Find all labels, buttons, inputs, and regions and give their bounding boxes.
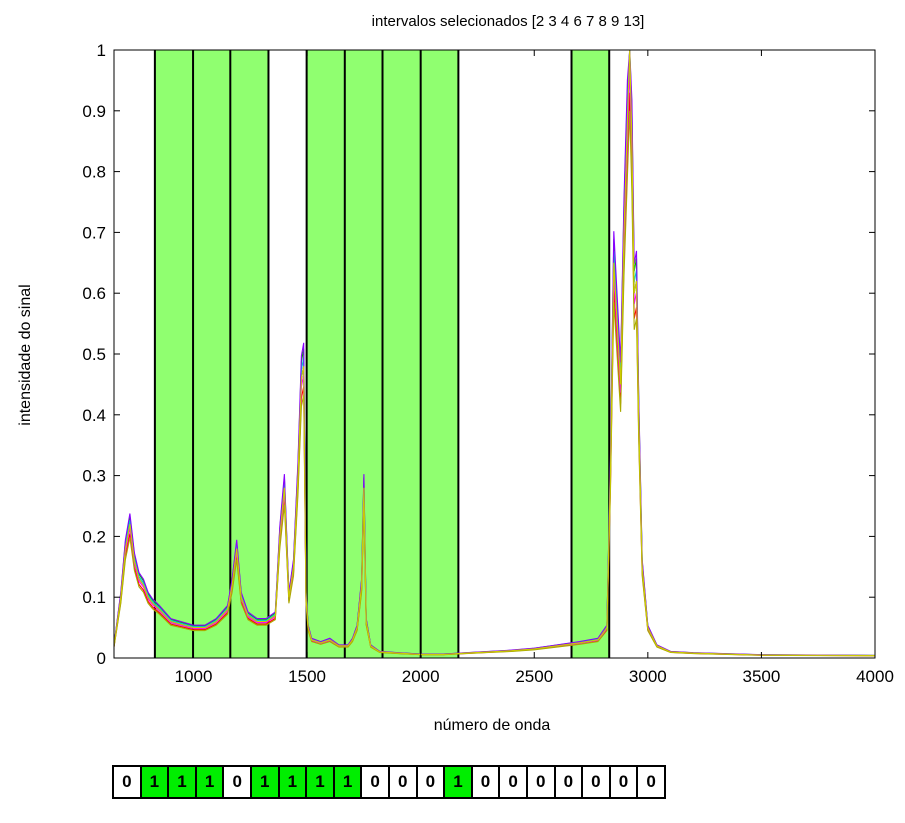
selection-bit-5: 0 — [224, 767, 252, 797]
y-tick-label-0: 0 — [97, 649, 106, 668]
y-tick-label-5: 0.5 — [82, 345, 106, 364]
selection-bit-17: 0 — [556, 767, 584, 797]
y-axis-label: intensidade do sinal — [17, 284, 34, 425]
selection-bit-18: 0 — [583, 767, 611, 797]
selected-interval-6 — [382, 50, 421, 658]
selection-bit-10: 0 — [362, 767, 390, 797]
selection-bit-3: 1 — [169, 767, 197, 797]
selected-interval-5 — [344, 50, 383, 658]
selected-interval-8 — [571, 50, 610, 658]
x-tick-label-1000: 1000 — [175, 667, 213, 686]
y-tick-label-7: 0.7 — [82, 223, 106, 242]
selection-bit-8: 1 — [307, 767, 335, 797]
y-tick-label-8: 0.8 — [82, 163, 106, 182]
x-tick-label-3500: 3500 — [743, 667, 781, 686]
chart-title: intervalos selecionados [2 3 4 6 7 8 9 1… — [372, 13, 645, 30]
x-axis-ticks: 1000 1500 2000 2500 3000 3500 4000 — [175, 50, 894, 686]
selection-bit-7: 1 — [279, 767, 308, 797]
x-axis-label: número de onda — [434, 717, 551, 734]
selection-bit-4: 1 — [196, 767, 225, 797]
spectrum-chart: intervalos selecionados [2 3 4 6 7 8 9 1… — [17, 13, 894, 734]
spectra-series — [113, 49, 876, 657]
selection-bit-19: 0 — [611, 767, 639, 797]
selected-interval-7 — [420, 50, 459, 658]
selection-bit-9: 1 — [334, 767, 363, 797]
y-tick-label-6: 0.6 — [82, 284, 106, 303]
selection-bit-6: 1 — [251, 767, 280, 797]
y-tick-label-1: 0.1 — [82, 588, 106, 607]
selected-intervals — [154, 50, 610, 658]
y-tick-label-4: 0.4 — [82, 406, 106, 425]
selection-bit-14: 0 — [473, 767, 501, 797]
selection-bit-16: 0 — [528, 767, 556, 797]
selected-interval-4 — [306, 50, 345, 658]
y-tick-label-2: 0.2 — [82, 527, 106, 546]
x-tick-label-3000: 3000 — [629, 667, 667, 686]
y-tick-label-9: 0.9 — [82, 102, 106, 121]
y-axis-ticks: 0 0.1 0.2 0.3 0.4 0.5 0.6 0.7 0.8 0.9 1 — [82, 41, 875, 668]
x-tick-label-2500: 2500 — [515, 667, 553, 686]
selection-bit-2: 1 — [141, 767, 170, 797]
selected-interval-1 — [154, 50, 194, 658]
selection-bit-11: 0 — [390, 767, 418, 797]
x-tick-label-1500: 1500 — [288, 667, 326, 686]
x-tick-label-2000: 2000 — [402, 667, 440, 686]
selection-bit-12: 0 — [418, 767, 446, 797]
selected-interval-2 — [193, 50, 231, 658]
y-tick-label-3: 0.3 — [82, 467, 106, 486]
selection-bit-20: 0 — [638, 767, 666, 797]
y-tick-label-10: 1 — [97, 41, 106, 60]
selection-bit-15: 0 — [500, 767, 528, 797]
selection-bit-13: 1 — [445, 767, 473, 797]
spectrum-line-8 — [113, 49, 876, 657]
spectrum-line-6 — [113, 110, 876, 657]
x-tick-label-4000: 4000 — [856, 667, 894, 686]
selection-bit-1: 0 — [114, 767, 142, 797]
